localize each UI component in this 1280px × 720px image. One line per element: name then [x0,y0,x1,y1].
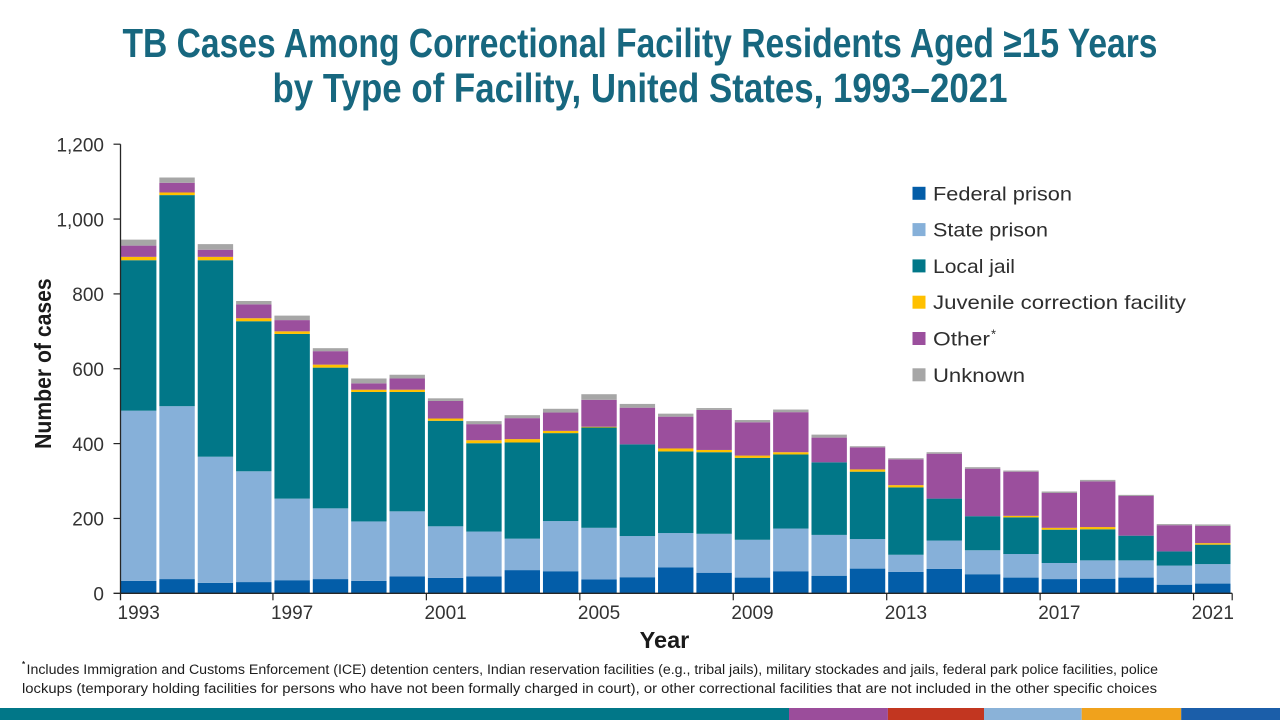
svg-text:Local jail: Local jail [933,256,1015,278]
svg-text:1997: 1997 [271,603,313,624]
svg-text:2013: 2013 [885,603,927,624]
svg-text:Includes Immigration and Custo: Includes Immigration and Customs Enforce… [27,662,1159,678]
svg-text:by Type of Facility, United St: by Type of Facility, United States, 1993… [273,65,1008,111]
svg-text:1993: 1993 [118,603,160,624]
svg-text:200: 200 [72,510,104,531]
svg-text:2001: 2001 [424,603,466,624]
svg-text:1,200: 1,200 [56,135,104,156]
svg-text:2021: 2021 [1192,603,1234,624]
svg-text:800: 800 [72,285,104,306]
svg-text:Federal prison: Federal prison [933,183,1072,205]
svg-text:Other: Other [933,329,991,351]
svg-text:Juvenile correction facility: Juvenile correction facility [933,292,1186,314]
svg-text:2017: 2017 [1038,603,1080,624]
svg-text:400: 400 [72,435,104,456]
svg-text:0: 0 [93,585,104,606]
svg-text:State prison: State prison [933,220,1048,242]
svg-text:*: * [991,327,996,342]
svg-text:600: 600 [72,360,104,381]
svg-text:lockups (temporary holding fac: lockups (temporary holding facilities fo… [22,681,1157,697]
svg-text:TB Cases Among Correctional Fa: TB Cases Among Correctional Facility Res… [123,20,1158,66]
svg-text:1,000: 1,000 [56,210,104,231]
svg-text:2005: 2005 [578,603,620,624]
svg-text:Year: Year [640,627,690,653]
svg-text:2009: 2009 [731,603,773,624]
svg-text:*: * [22,660,26,669]
svg-text:Unknown: Unknown [933,365,1025,387]
svg-text:Number of cases: Number of cases [30,278,56,449]
